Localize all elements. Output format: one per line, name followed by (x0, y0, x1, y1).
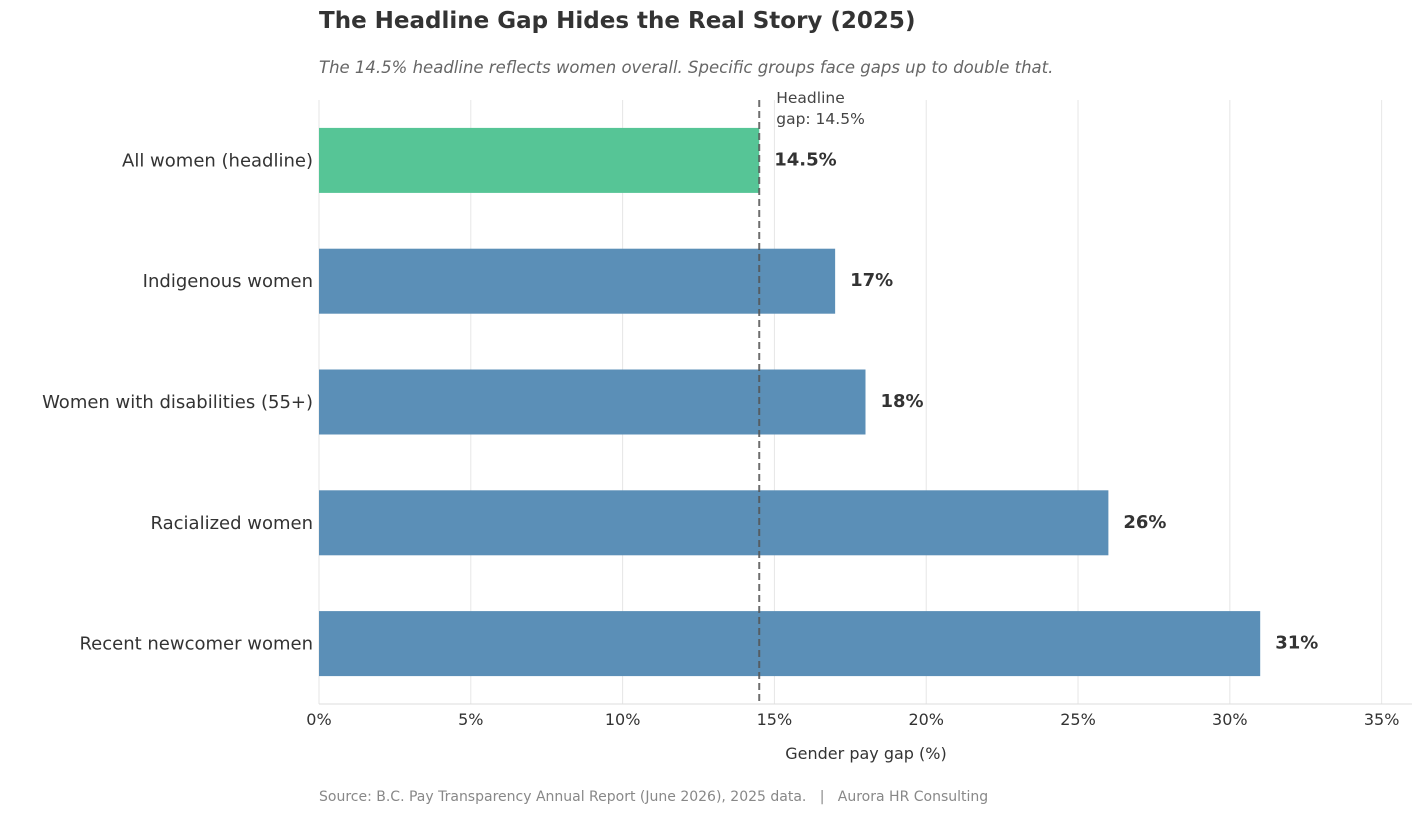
value-label: 14.5% (774, 149, 836, 170)
chart-subtitle: The 14.5% headline reflects women overal… (319, 58, 1054, 77)
value-label: 26% (1123, 512, 1166, 533)
x-tick-label: 15% (757, 710, 793, 729)
x-axis-title: Gender pay gap (%) (785, 744, 946, 763)
x-tick-label: 25% (1060, 710, 1096, 729)
category-label: Recent newcomer women (79, 634, 313, 655)
category-label: Indigenous women (143, 271, 313, 292)
bar (319, 369, 866, 435)
x-tick-label: 30% (1212, 710, 1248, 729)
source-note: Source: B.C. Pay Transparency Annual Rep… (319, 789, 989, 805)
bar (319, 490, 1109, 556)
bar (319, 127, 760, 193)
value-label: 17% (850, 270, 893, 291)
x-tick-label: 10% (605, 710, 641, 729)
category-label: Racialized women (151, 513, 314, 534)
reference-line-group: Headline gap: 14.5% (758, 89, 865, 704)
value-label: 18% (881, 391, 924, 412)
bar (319, 248, 836, 314)
x-tick-label: 0% (306, 710, 331, 729)
value-labels: 14.5% 17% 18% 26% 31% (774, 149, 1318, 653)
reference-line-label: gap: 14.5% (776, 110, 865, 128)
x-tick-label: 5% (458, 710, 483, 729)
bar (319, 611, 1261, 677)
axes: 0% 5% 10% 15% 20% 25% 30% 35% Gender pay gap (%)… (42, 150, 1412, 763)
chart-title: The Headline Gap Hides the Real Story (2… (319, 8, 916, 34)
reference-line-label: Headline (776, 89, 845, 107)
bars (319, 127, 1261, 677)
x-tick-label: 35% (1364, 710, 1400, 729)
value-label: 31% (1275, 633, 1318, 654)
category-label: All women (headline) (122, 150, 313, 171)
category-label: Women with disabilities (55+) (42, 392, 313, 413)
x-tick-label: 20% (908, 710, 944, 729)
